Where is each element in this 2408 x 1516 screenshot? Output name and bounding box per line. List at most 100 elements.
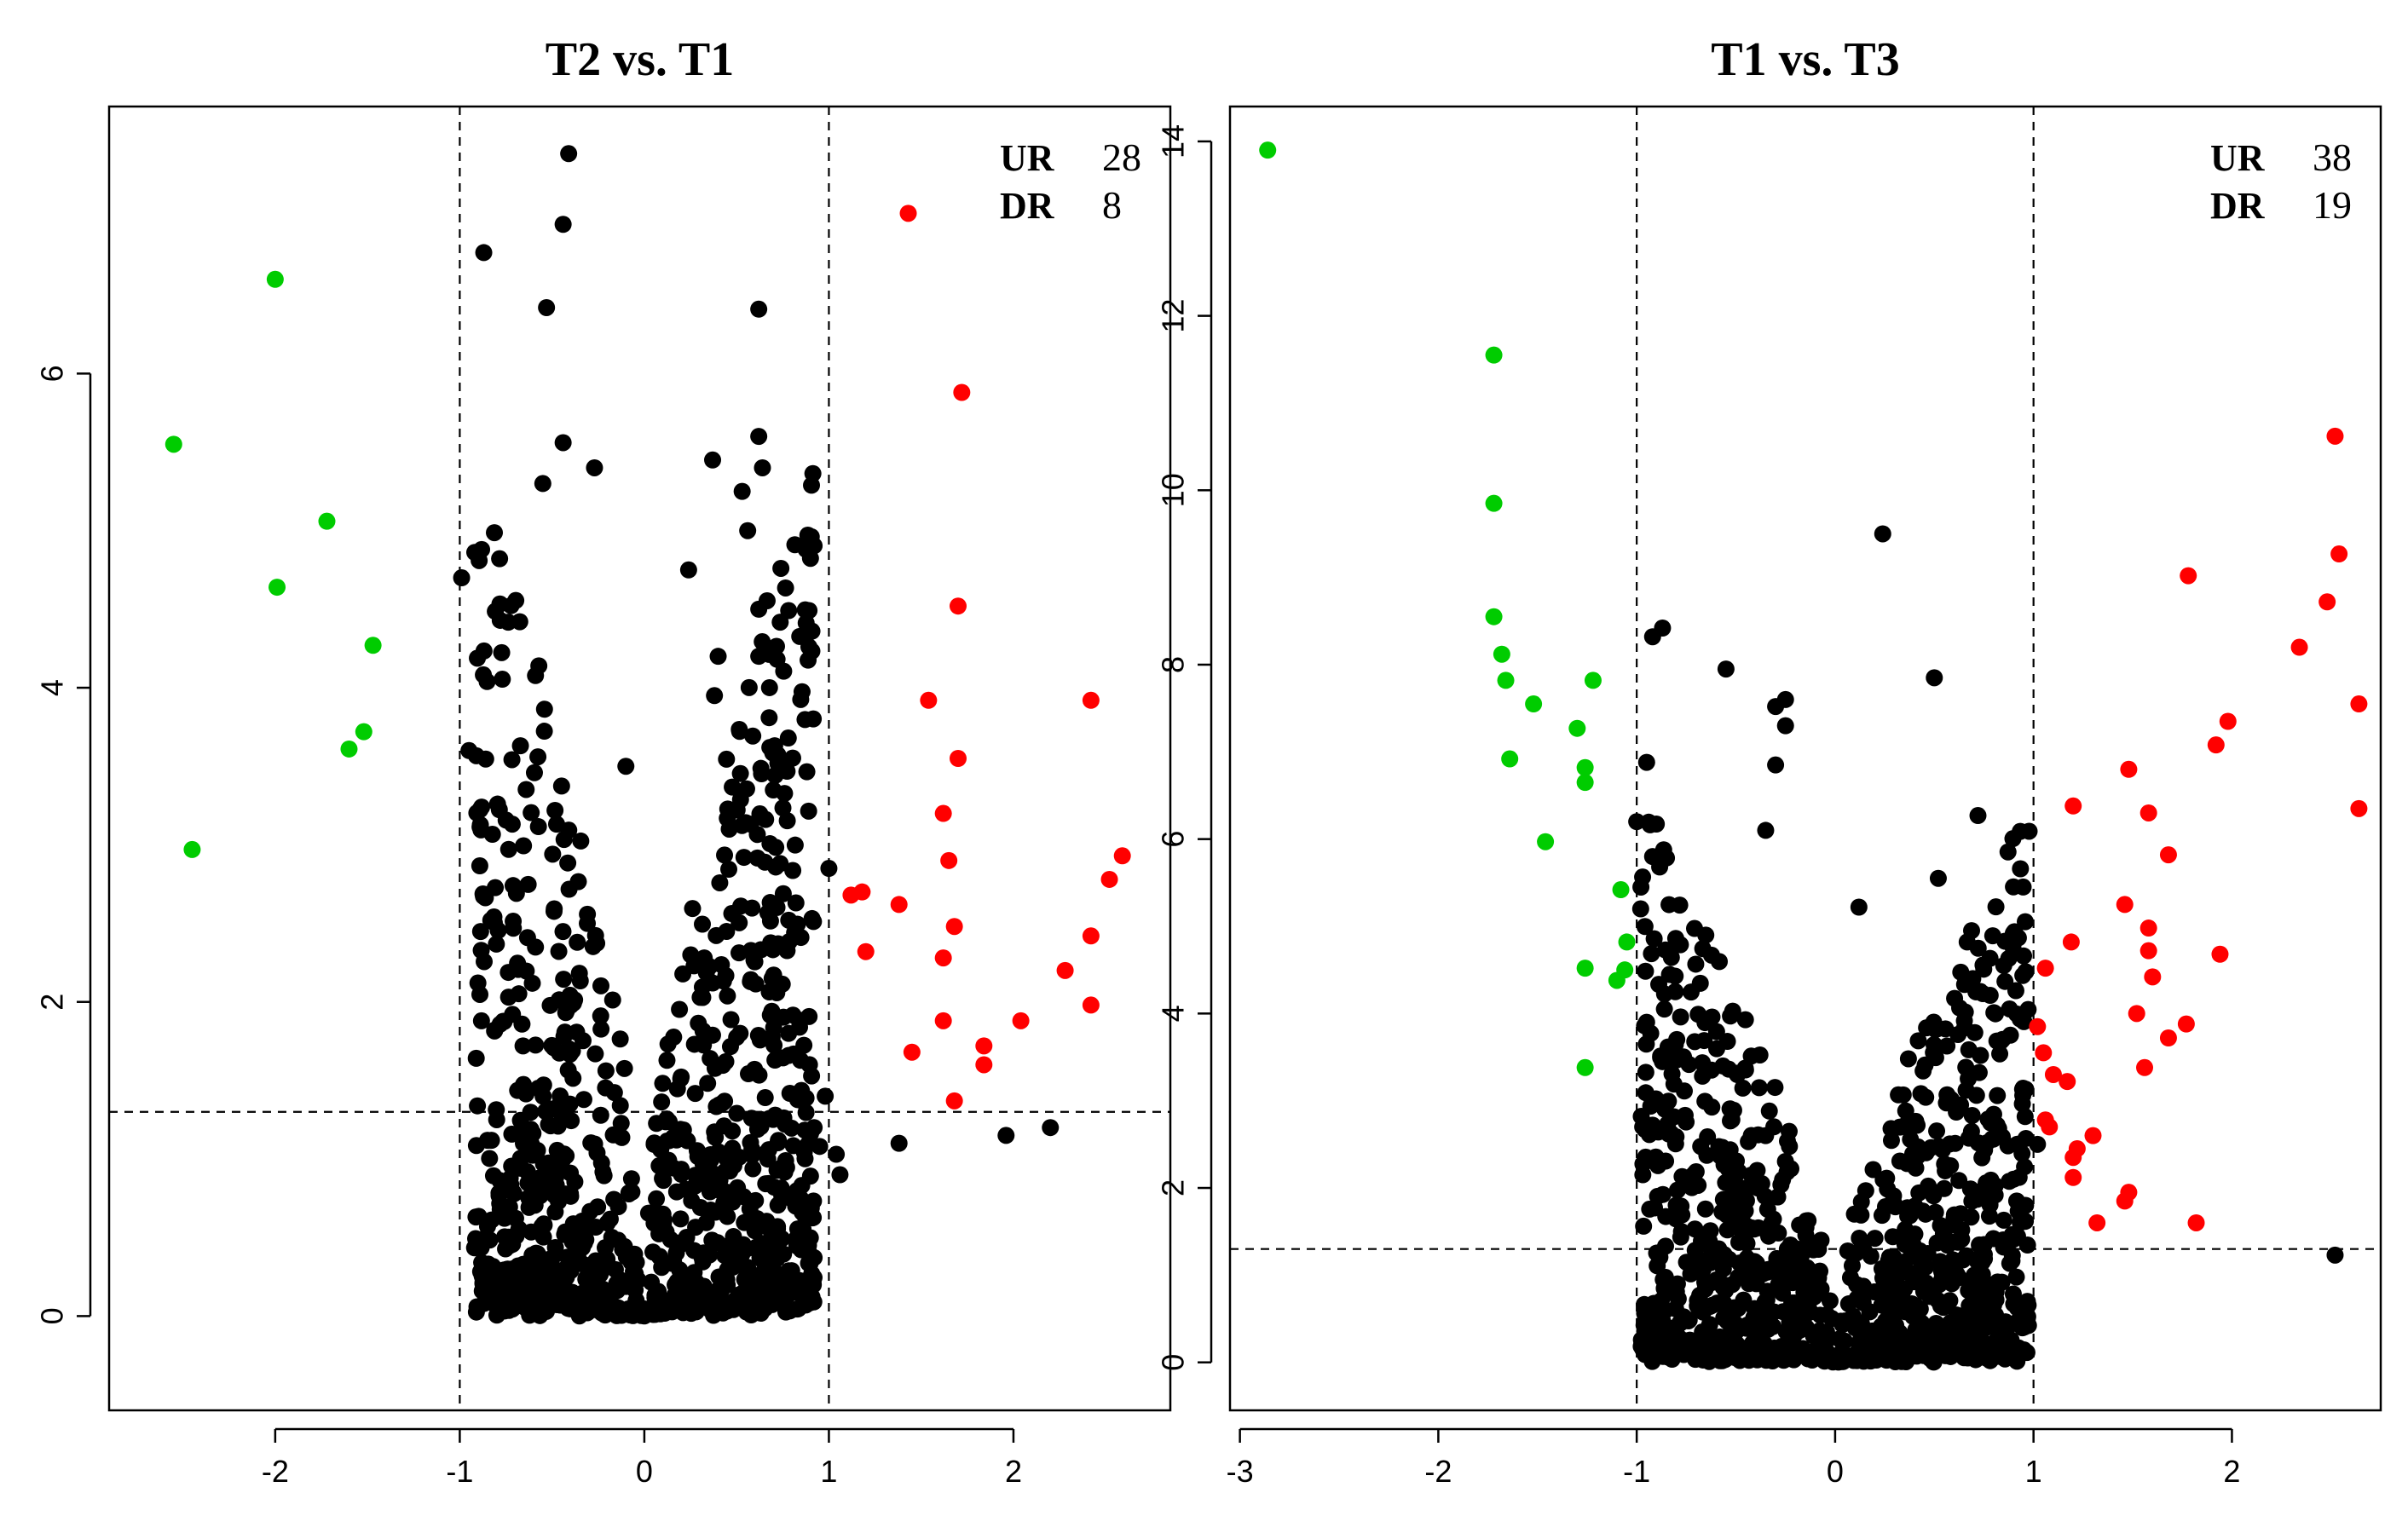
ns-outliers-point	[750, 300, 768, 318]
ns-point	[724, 778, 742, 796]
ns-point	[1733, 1210, 1751, 1228]
ns-outliers-point	[739, 522, 757, 539]
ns-point	[1955, 1012, 1973, 1029]
ns-point	[546, 1203, 564, 1221]
ns-point	[491, 1172, 509, 1190]
ns-point	[777, 579, 794, 597]
ns-point	[1830, 1347, 1848, 1365]
x-tick-label: -1	[1623, 1454, 1650, 1489]
ns-point	[611, 1030, 629, 1048]
ns-outliers-point	[772, 559, 790, 577]
up-point	[2136, 1058, 2154, 1076]
up-point	[1012, 1012, 1030, 1029]
ns-point	[742, 1306, 760, 1324]
ns-point	[1713, 1203, 1731, 1221]
ns-point	[1755, 1334, 1773, 1352]
up-point	[2062, 933, 2080, 951]
ns-point	[721, 1038, 739, 1056]
ns-point	[761, 1006, 779, 1024]
up-point	[2139, 919, 2157, 937]
ns-point	[577, 1231, 595, 1248]
ns-point	[719, 987, 736, 1005]
ns-point	[598, 1214, 616, 1232]
ns-point	[1996, 972, 2014, 990]
ns-point	[769, 1196, 787, 1214]
y-tick-label: 10	[1156, 473, 1191, 507]
ns-point	[1697, 926, 1715, 944]
ns-point	[1937, 1161, 1955, 1179]
ns-point	[1980, 1208, 1998, 1225]
ns-point	[1886, 1198, 1904, 1216]
ns-point	[1742, 1047, 1760, 1065]
ns-point	[586, 1045, 604, 1063]
ns-point	[1783, 1294, 1801, 1311]
ns-point	[1656, 1237, 1674, 1255]
ns-point	[542, 1100, 560, 1118]
ns-point	[768, 650, 786, 668]
ns-point	[695, 1277, 713, 1295]
ns-outliers-point	[1850, 898, 1868, 916]
ns-point	[717, 1052, 735, 1070]
ns-point	[605, 1190, 623, 1208]
up-point	[2159, 1029, 2177, 1047]
ns-point	[752, 759, 770, 777]
ns-point	[503, 751, 521, 769]
ns-point	[661, 1113, 679, 1131]
ns-point	[1685, 1166, 1703, 1184]
ns-point	[1916, 1056, 1934, 1074]
ns-outliers-point	[1042, 1119, 1060, 1137]
ns-point	[724, 1122, 742, 1140]
y-tick-label: 0	[35, 1307, 70, 1324]
ns-point	[788, 1237, 806, 1255]
up-point	[945, 1092, 963, 1110]
ns-point	[1909, 1032, 1927, 1050]
ns-point	[1759, 1227, 1777, 1245]
y-tick-label: 8	[1156, 656, 1191, 673]
ns-point	[1637, 1302, 1655, 1320]
ns-point	[1735, 1179, 1753, 1197]
ns-outliers-point	[679, 561, 697, 579]
ns-point	[662, 1302, 680, 1320]
ns-point	[1721, 1100, 1739, 1118]
ns-point	[694, 989, 712, 1006]
ns-point	[673, 1068, 690, 1086]
ns-point	[527, 666, 545, 684]
ns-point	[1718, 1033, 1736, 1051]
down-point	[1612, 881, 1630, 899]
ns-point	[1641, 1200, 1659, 1218]
ns-outliers-point	[754, 458, 771, 476]
ns-point	[758, 1213, 776, 1231]
ns-point	[1711, 953, 1729, 971]
ns-point	[2001, 1000, 2018, 1017]
ns-point	[596, 1306, 614, 1324]
up-point	[2350, 799, 2368, 817]
ns-point	[488, 935, 505, 953]
down-point	[1568, 719, 1586, 737]
down-point	[1525, 695, 1543, 713]
ns-point	[2006, 923, 2024, 941]
y-tick-label: 6	[35, 365, 70, 382]
ns-point	[494, 671, 511, 689]
ns-point	[1668, 1343, 1686, 1361]
ns-point	[1676, 1106, 1694, 1124]
up-point	[2139, 942, 2157, 960]
ns-point	[786, 924, 804, 942]
ns-point	[711, 873, 729, 891]
ns-point	[544, 845, 562, 863]
x-tick-label: -1	[446, 1454, 473, 1489]
ns-point	[665, 1029, 683, 1046]
ns-point	[500, 840, 517, 858]
ns-point	[1662, 948, 1680, 966]
ns-point	[554, 923, 572, 941]
y-tick-label: 0	[1156, 1354, 1191, 1371]
ns-point	[1938, 1037, 1956, 1055]
ns-point	[780, 1024, 798, 1042]
ns-point	[1928, 1020, 1946, 1038]
y-tick-label: 4	[35, 679, 70, 696]
ns-point	[766, 1106, 784, 1124]
ns-point	[511, 613, 528, 631]
ns-point	[491, 550, 509, 568]
ns-outliers-point	[1969, 807, 1987, 825]
y-tick-label: 12	[1156, 299, 1191, 333]
ns-point	[471, 985, 489, 1003]
